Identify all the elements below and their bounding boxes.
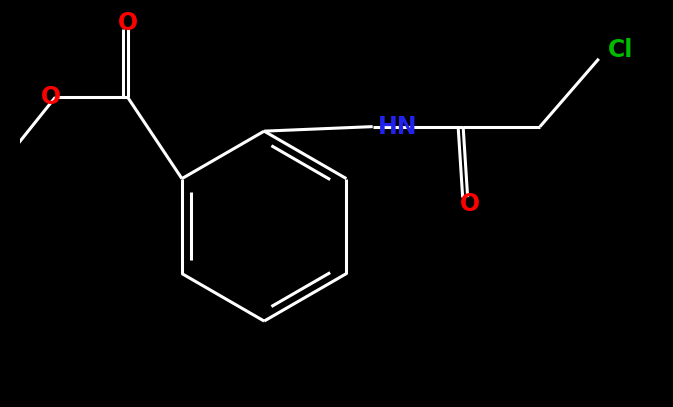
Text: O: O bbox=[118, 11, 138, 35]
Text: O: O bbox=[40, 85, 61, 109]
Text: Cl: Cl bbox=[608, 38, 633, 62]
Text: HN: HN bbox=[378, 115, 418, 139]
Text: O: O bbox=[460, 193, 481, 217]
